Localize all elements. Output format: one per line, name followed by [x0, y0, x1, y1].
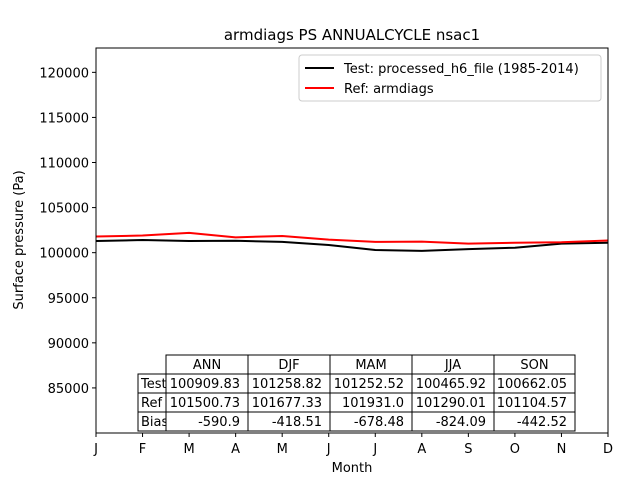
legend-label-ref: Ref: armdiags: [344, 82, 434, 97]
table-col-header: SON: [520, 358, 548, 373]
table-cell-value: 101104.57: [497, 396, 567, 411]
table-cell-value: 101258.82: [252, 377, 322, 392]
table-cell: [493, 411, 576, 432]
table-cell-value: 101500.73: [170, 396, 240, 411]
table-col-header: ANN: [193, 358, 221, 373]
series-line-ref: [95, 231, 609, 245]
x-tick-label: A: [231, 442, 240, 457]
legend-label-test: Test: processed_h6_file (1985-2014): [343, 62, 579, 77]
table-col-header: DJF: [278, 358, 299, 373]
table-cell-value: -678.48: [354, 415, 404, 430]
x-tick-label: M: [277, 442, 288, 457]
series-line-test: [95, 239, 609, 252]
table-cell-value: 100465.92: [416, 377, 486, 392]
x-tick-label: O: [510, 442, 520, 457]
y-tick-label: 115000: [39, 111, 89, 126]
table-row-label: Ref: [141, 396, 162, 411]
legend-box: [298, 54, 602, 102]
plot-frame: [95, 47, 609, 434]
x-tick-label: J: [326, 442, 331, 457]
x-tick-label: J: [372, 442, 377, 457]
y-tick-label: 90000: [48, 337, 89, 352]
x-axis-label: Month: [332, 461, 373, 476]
table-cell-value: 100909.83: [170, 377, 240, 392]
table-cell-value: 100662.05: [497, 377, 567, 392]
table-cell-value: 101931.0: [342, 396, 404, 411]
table-cell-value: 101290.01: [416, 396, 486, 411]
y-axis-label: Surface pressure (Pa): [12, 170, 27, 309]
x-tick-label: J: [93, 442, 98, 457]
table-cell-value: 101252.52: [334, 377, 404, 392]
x-tick-label: A: [417, 442, 426, 457]
chart-title: armdiags PS ANNUALCYCLE nsac1: [224, 26, 480, 44]
x-tick-label: F: [139, 442, 146, 457]
legend: Test: processed_h6_file (1985-2014) Ref: …: [298, 54, 602, 102]
y-tick-label: 110000: [39, 157, 89, 172]
table-cell-value: 101677.33: [252, 396, 322, 411]
y-tick-label: 100000: [39, 247, 89, 262]
stats-table: ANN DJF MAM JJA SON Test 100909.83 101258.82 101…: [137, 354, 576, 432]
table-col-header: MAM: [355, 358, 386, 373]
x-tick-label: S: [464, 442, 472, 457]
y-tick-label: 85000: [48, 382, 89, 397]
table-row-label: Test: [140, 377, 167, 392]
y-tick-label: 105000: [39, 202, 89, 217]
table-cell-value: -824.09: [436, 415, 486, 430]
x-tick-label: N: [557, 442, 567, 457]
table-cell-value: -442.52: [517, 415, 567, 430]
y-tick-label: 95000: [48, 292, 89, 307]
x-tick-label: M: [183, 442, 194, 457]
table-col-header: JJA: [444, 358, 461, 373]
table-row-label: Bias: [141, 415, 168, 430]
y-tick-label: 120000: [39, 66, 89, 81]
table-cell-value: -418.51: [272, 415, 322, 430]
x-tick-label: D: [603, 442, 613, 457]
table-cell-value: -590.9: [198, 415, 240, 430]
